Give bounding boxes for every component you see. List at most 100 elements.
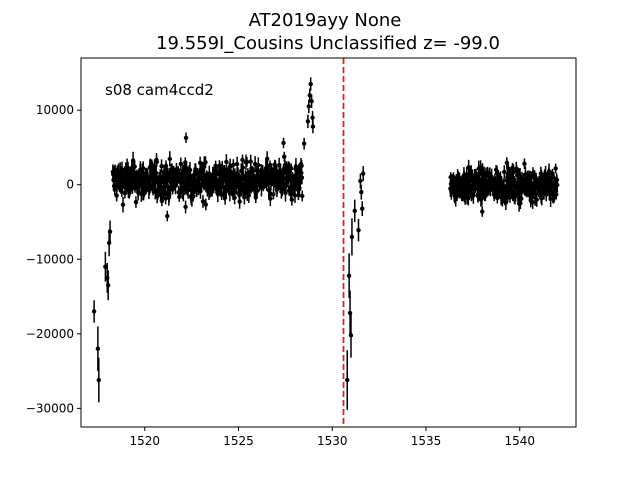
data-point: [132, 161, 137, 173]
point-marker: [511, 170, 516, 175]
y-tick-label: −10000: [26, 252, 74, 266]
data-point: [480, 206, 485, 217]
point-marker: [548, 196, 553, 202]
data-point: [271, 189, 276, 200]
data-point: [237, 194, 242, 209]
data-point: [309, 94, 314, 108]
data-point: [553, 163, 558, 174]
point-marker: [237, 199, 242, 204]
data-point: [299, 159, 304, 172]
y-tick-label: −30000: [26, 401, 74, 415]
point-marker: [531, 190, 536, 195]
data-point: [308, 77, 313, 91]
x-tick-label: 1535: [411, 434, 442, 448]
data-point: [203, 156, 208, 169]
point-marker: [187, 167, 193, 173]
point-marker: [310, 115, 315, 120]
data-point: [105, 270, 111, 301]
point-marker: [105, 283, 111, 288]
point-marker: [310, 124, 316, 129]
point-marker: [127, 188, 132, 193]
data-point: [183, 200, 188, 214]
data-point: [289, 193, 295, 206]
point-marker: [248, 159, 253, 164]
point-marker: [281, 140, 286, 146]
point-marker: [349, 234, 355, 240]
data-point: [91, 300, 97, 323]
data-point: [234, 156, 240, 172]
point-marker: [466, 165, 471, 170]
point-marker: [555, 182, 560, 188]
point-marker: [224, 159, 229, 165]
point-marker: [345, 377, 350, 383]
data-point: [103, 251, 108, 282]
point-marker: [271, 192, 276, 197]
data-point: [141, 161, 146, 176]
data-point: [231, 159, 236, 171]
x-tick-label: 1525: [223, 434, 254, 448]
data-point: [133, 196, 139, 208]
data-point: [198, 183, 203, 199]
data-point: [232, 191, 237, 205]
point-marker: [282, 154, 287, 159]
point-marker: [178, 161, 184, 167]
x-tick-label: 1540: [504, 434, 535, 448]
point-marker: [95, 346, 101, 351]
point-marker: [167, 156, 172, 162]
data-point: [555, 177, 560, 193]
point-marker: [503, 200, 509, 205]
point-marker: [278, 169, 283, 175]
point-marker: [141, 166, 146, 171]
data-point: [346, 253, 352, 299]
point-marker: [193, 167, 198, 172]
y-tick-label: 0: [66, 178, 74, 192]
point-marker: [550, 171, 555, 176]
point-marker: [244, 159, 250, 165]
point-marker: [522, 161, 527, 166]
x-tick-label: 1530: [317, 434, 348, 448]
point-marker: [554, 192, 559, 197]
data-point: [360, 166, 366, 181]
plot-background: [81, 58, 576, 427]
data-point: [502, 165, 507, 179]
point-marker: [454, 193, 460, 199]
point-marker: [91, 309, 97, 314]
data-point: [550, 168, 555, 179]
point-marker: [546, 169, 552, 174]
chart-title-line-2: 19.559I_Cousins Unclassified z= -99.0: [156, 33, 500, 54]
point-marker: [232, 195, 237, 200]
point-marker: [348, 333, 354, 338]
point-marker: [256, 162, 261, 168]
chart-title-line-1: AT2019ayy None: [249, 10, 402, 31]
point-marker: [356, 228, 361, 233]
data-point: [301, 137, 307, 150]
data-point: [352, 199, 357, 222]
data-point: [200, 194, 206, 208]
point-marker: [165, 213, 170, 219]
data-point: [345, 350, 350, 410]
data-point: [307, 88, 312, 102]
point-marker: [132, 164, 137, 169]
point-marker: [112, 187, 117, 192]
point-marker: [107, 229, 113, 234]
point-marker: [502, 169, 507, 175]
data-point: [305, 114, 311, 129]
axes-frame: [80, 57, 577, 428]
point-marker: [235, 172, 241, 177]
data-point: [112, 183, 117, 196]
data-point: [183, 132, 189, 143]
data-point: [358, 173, 363, 189]
data-point: [154, 157, 160, 167]
point-marker: [360, 206, 365, 211]
point-marker: [234, 161, 240, 167]
data-point: [253, 191, 258, 204]
point-marker: [360, 171, 366, 176]
point-marker: [203, 202, 209, 207]
point-marker: [114, 193, 119, 198]
point-marker: [301, 141, 307, 146]
y-tick-label: −20000: [26, 327, 74, 341]
data-point: [288, 163, 294, 174]
data-point: [299, 171, 305, 185]
data-point: [292, 188, 298, 203]
point-marker: [359, 189, 364, 195]
